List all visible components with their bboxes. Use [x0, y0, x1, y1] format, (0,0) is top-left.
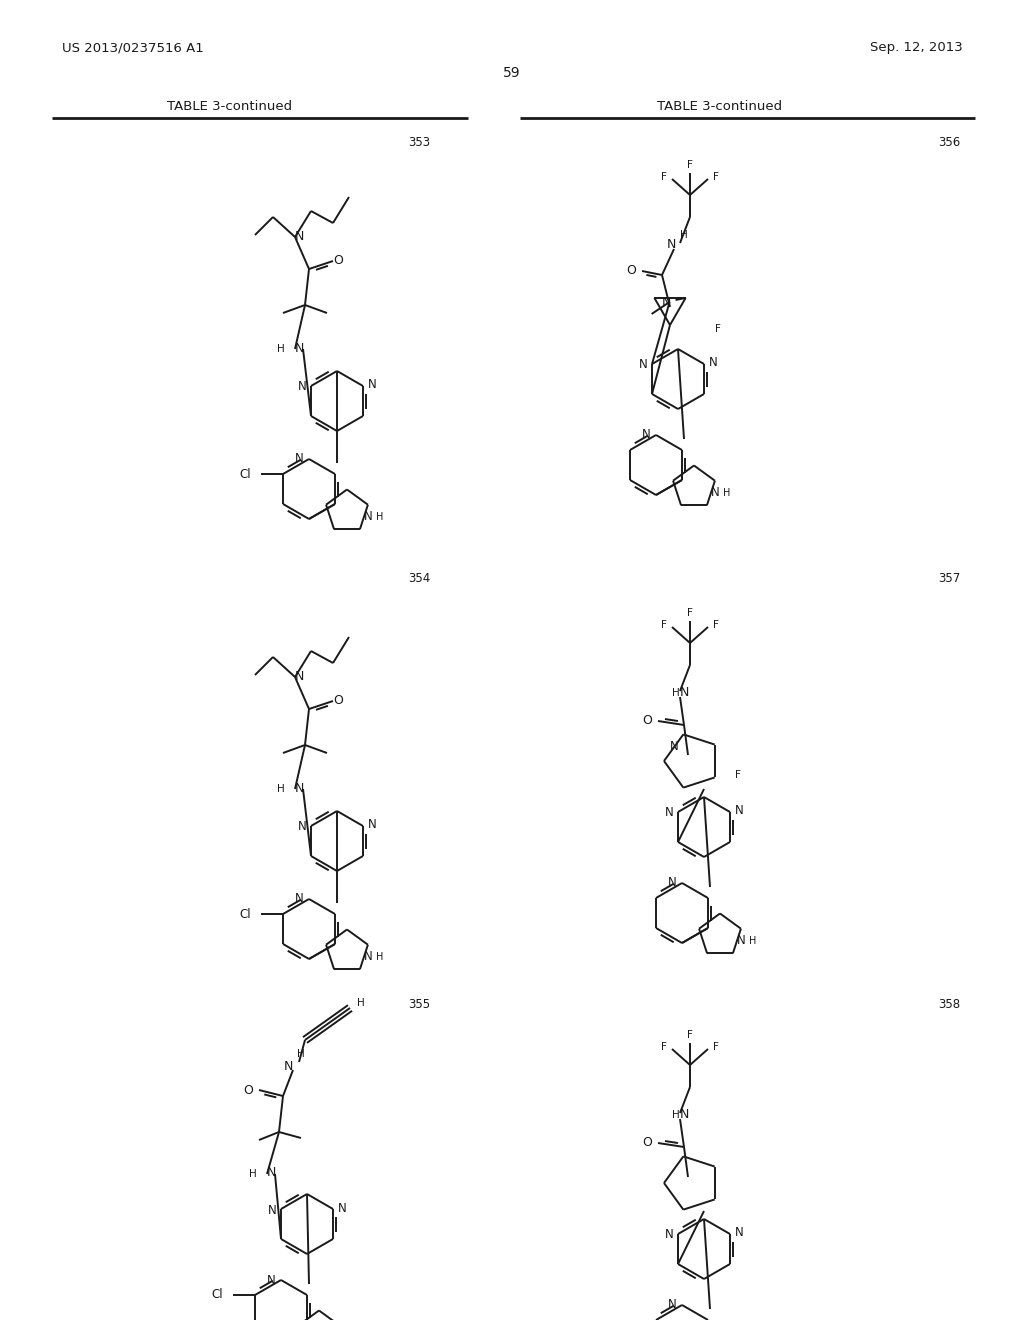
Text: H: H	[672, 688, 680, 698]
Text: 357: 357	[938, 572, 961, 585]
Text: 354: 354	[408, 572, 430, 585]
Text: 59: 59	[503, 66, 521, 81]
Text: F: F	[713, 1041, 719, 1052]
Text: F: F	[687, 160, 693, 170]
Text: H: H	[376, 512, 384, 521]
Text: H: H	[278, 784, 285, 795]
Text: Cl: Cl	[240, 908, 251, 920]
Text: N: N	[295, 453, 303, 466]
Text: TABLE 3-continued: TABLE 3-continued	[657, 100, 782, 114]
Text: N: N	[734, 1226, 743, 1239]
Text: N: N	[734, 804, 743, 817]
Text: H: H	[672, 1110, 680, 1119]
Text: Cl: Cl	[240, 467, 251, 480]
Text: O: O	[642, 1137, 652, 1150]
Text: N: N	[642, 429, 650, 441]
Text: N: N	[284, 1060, 293, 1072]
Text: US 2013/0237516 A1: US 2013/0237516 A1	[62, 41, 204, 54]
Text: O: O	[642, 714, 652, 727]
Text: N: N	[736, 935, 745, 948]
Text: N: N	[680, 686, 689, 700]
Text: F: F	[662, 620, 667, 630]
Text: H: H	[357, 998, 365, 1008]
Text: N: N	[298, 821, 306, 833]
Text: O: O	[333, 255, 343, 268]
Text: TABLE 3-continued: TABLE 3-continued	[168, 100, 293, 114]
Text: N: N	[294, 230, 304, 243]
Text: N: N	[670, 741, 678, 754]
Text: O: O	[626, 264, 636, 277]
Text: H: H	[723, 487, 730, 498]
Text: N: N	[680, 1109, 689, 1122]
Text: 358: 358	[938, 998, 961, 1011]
Text: H: H	[297, 1049, 305, 1059]
Text: F: F	[687, 1030, 693, 1040]
Text: N: N	[667, 239, 676, 252]
Text: F: F	[687, 609, 693, 618]
Text: N: N	[709, 356, 718, 370]
Text: Cl: Cl	[211, 1288, 223, 1302]
Text: H: H	[750, 936, 757, 945]
Text: F: F	[662, 172, 667, 182]
Text: N: N	[364, 511, 373, 523]
Text: H: H	[249, 1170, 257, 1179]
Text: N: N	[668, 876, 677, 890]
Text: F: F	[713, 172, 719, 182]
Text: F: F	[715, 323, 721, 334]
Text: F: F	[713, 620, 719, 630]
Text: O: O	[243, 1084, 253, 1097]
Text: F: F	[662, 1041, 667, 1052]
Text: N: N	[294, 669, 304, 682]
Text: N: N	[663, 296, 672, 309]
Text: 353: 353	[408, 136, 430, 149]
Text: N: N	[267, 1204, 276, 1217]
Text: N: N	[295, 892, 303, 906]
Text: N: N	[668, 1299, 677, 1312]
Text: N: N	[338, 1201, 346, 1214]
Text: H: H	[680, 230, 688, 240]
Text: N: N	[295, 781, 304, 795]
Text: N: N	[298, 380, 306, 393]
Text: 355: 355	[408, 998, 430, 1011]
Text: N: N	[665, 805, 674, 818]
Text: O: O	[333, 694, 343, 708]
Text: N: N	[368, 818, 377, 832]
Text: H: H	[278, 345, 285, 354]
Text: N: N	[368, 379, 377, 392]
Text: N: N	[266, 1274, 275, 1287]
Text: H: H	[376, 952, 384, 962]
Text: 356: 356	[938, 136, 961, 149]
Text: N: N	[639, 358, 647, 371]
Text: Sep. 12, 2013: Sep. 12, 2013	[870, 41, 963, 54]
Text: N: N	[267, 1167, 276, 1180]
Text: N: N	[711, 486, 719, 499]
Text: N: N	[364, 950, 373, 964]
Text: F: F	[735, 770, 741, 780]
Text: N: N	[295, 342, 304, 355]
Text: N: N	[665, 1228, 674, 1241]
